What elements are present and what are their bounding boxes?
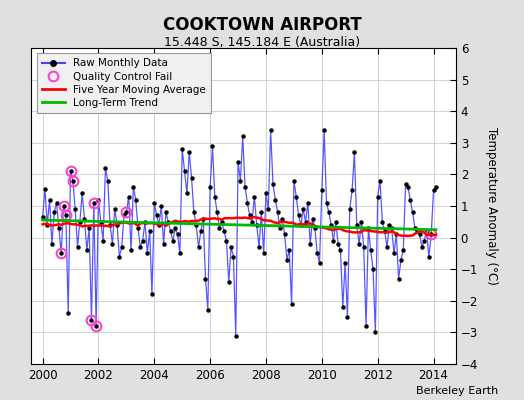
- Text: COOKTOWN AIRPORT: COOKTOWN AIRPORT: [162, 16, 362, 34]
- Legend: Raw Monthly Data, Quality Control Fail, Five Year Moving Average, Long-Term Tren: Raw Monthly Data, Quality Control Fail, …: [37, 53, 211, 113]
- Text: 15.448 S, 145.184 E (Australia): 15.448 S, 145.184 E (Australia): [164, 36, 360, 49]
- Y-axis label: Temperature Anomaly (°C): Temperature Anomaly (°C): [485, 127, 498, 285]
- Text: Berkeley Earth: Berkeley Earth: [416, 386, 498, 396]
